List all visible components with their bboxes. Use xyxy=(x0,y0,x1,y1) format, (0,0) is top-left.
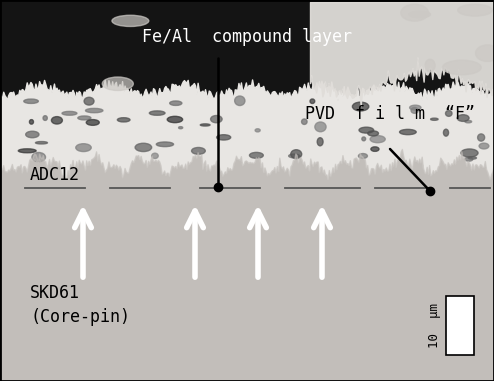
Ellipse shape xyxy=(84,97,94,105)
Ellipse shape xyxy=(425,59,435,72)
Ellipse shape xyxy=(444,129,449,136)
Ellipse shape xyxy=(210,115,222,123)
Ellipse shape xyxy=(370,136,385,143)
Ellipse shape xyxy=(200,124,210,126)
Ellipse shape xyxy=(85,108,103,113)
Ellipse shape xyxy=(167,116,183,123)
Ellipse shape xyxy=(411,107,418,113)
Bar xyxy=(446,296,474,355)
Ellipse shape xyxy=(310,99,315,104)
Ellipse shape xyxy=(457,115,469,122)
Text: Fe/Al  compound layer: Fe/Al compound layer xyxy=(142,28,352,46)
Ellipse shape xyxy=(352,102,369,111)
Ellipse shape xyxy=(178,126,183,129)
Ellipse shape xyxy=(62,111,77,115)
Ellipse shape xyxy=(152,153,158,158)
Ellipse shape xyxy=(446,110,452,116)
Ellipse shape xyxy=(465,157,473,161)
Ellipse shape xyxy=(249,152,263,158)
Ellipse shape xyxy=(26,131,39,138)
Ellipse shape xyxy=(317,138,323,146)
Ellipse shape xyxy=(291,150,302,158)
Ellipse shape xyxy=(315,122,326,132)
Ellipse shape xyxy=(479,143,489,149)
Ellipse shape xyxy=(216,135,231,140)
Ellipse shape xyxy=(76,144,91,152)
Text: ADC12: ADC12 xyxy=(30,166,80,184)
Ellipse shape xyxy=(401,4,428,21)
Ellipse shape xyxy=(32,152,45,162)
Ellipse shape xyxy=(368,131,378,136)
Ellipse shape xyxy=(409,11,430,18)
Ellipse shape xyxy=(288,154,300,158)
Ellipse shape xyxy=(465,120,472,123)
Ellipse shape xyxy=(18,149,36,153)
Text: 10  μm: 10 μm xyxy=(428,303,441,348)
Ellipse shape xyxy=(149,111,165,115)
Ellipse shape xyxy=(112,15,149,26)
Ellipse shape xyxy=(400,130,416,135)
Ellipse shape xyxy=(169,101,182,106)
Ellipse shape xyxy=(371,147,379,151)
Ellipse shape xyxy=(118,118,130,122)
Ellipse shape xyxy=(86,120,99,125)
Ellipse shape xyxy=(43,116,47,120)
Ellipse shape xyxy=(461,149,478,157)
Ellipse shape xyxy=(51,117,62,124)
Ellipse shape xyxy=(135,143,152,152)
Bar xyxy=(0,0,494,108)
Ellipse shape xyxy=(443,60,481,75)
Ellipse shape xyxy=(301,119,307,125)
Ellipse shape xyxy=(102,77,133,90)
Ellipse shape xyxy=(192,147,206,154)
Ellipse shape xyxy=(24,99,39,104)
Ellipse shape xyxy=(476,45,494,61)
Ellipse shape xyxy=(235,96,245,106)
Ellipse shape xyxy=(78,116,91,120)
Ellipse shape xyxy=(410,105,421,110)
Ellipse shape xyxy=(156,142,173,147)
Ellipse shape xyxy=(362,137,366,141)
Text: SKD61
(Core-pin): SKD61 (Core-pin) xyxy=(30,284,130,326)
Ellipse shape xyxy=(359,154,368,158)
Ellipse shape xyxy=(359,127,373,133)
Ellipse shape xyxy=(255,129,260,132)
Ellipse shape xyxy=(431,118,438,120)
Ellipse shape xyxy=(30,120,34,124)
Text: PVD  f i l m  “F”: PVD f i l m “F” xyxy=(305,105,475,123)
Ellipse shape xyxy=(458,4,493,16)
Ellipse shape xyxy=(468,157,477,159)
Ellipse shape xyxy=(36,141,47,144)
Ellipse shape xyxy=(478,134,485,141)
